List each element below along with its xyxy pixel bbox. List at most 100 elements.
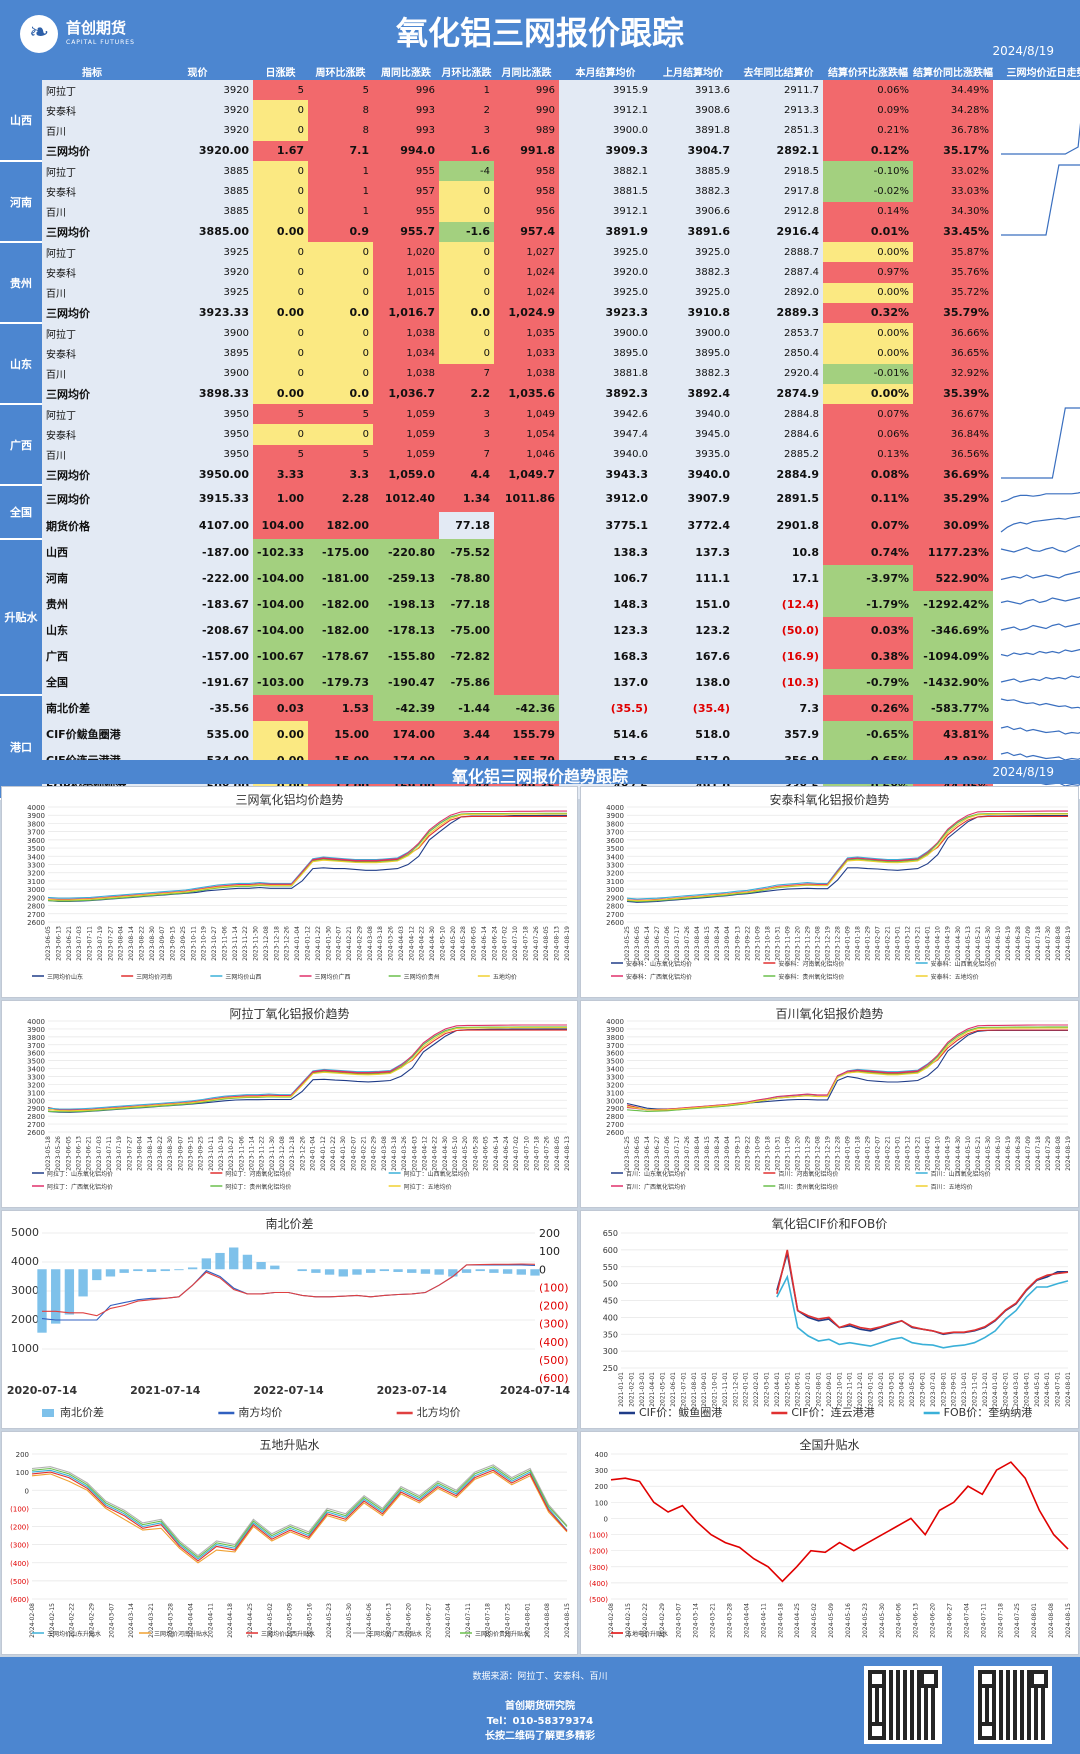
x-tick-label: 2024-04-01 (925, 1136, 932, 1171)
x-tick-label: 2024-06-06 (896, 1603, 903, 1638)
legend-label: 百川：广西氧化铝均价 (626, 1183, 686, 1191)
chart-panel-north-south-spread: 南北价差 1000 2000 3000 4000 5000 200 100 0 (100) (200… (1, 1210, 578, 1429)
series-line (42, 1263, 536, 1317)
y-tick-label: 3100 (27, 1089, 45, 1097)
chart-title: 阿拉丁氧化铝报价趋势 (229, 1007, 350, 1021)
data-cell: 0.38% (823, 643, 913, 669)
series-line (626, 1029, 1068, 1111)
y-tick-label: 3800 (27, 820, 45, 828)
data-cell: 148.3 (559, 591, 652, 617)
data-cell: 3895.0 (652, 343, 734, 364)
data-cell: 0.07% (823, 404, 913, 425)
data-cell: 3950 (142, 424, 253, 445)
data-cell: 2.2 (439, 383, 494, 404)
sparkline-cell (993, 565, 1080, 591)
data-cell: 0 (253, 120, 308, 141)
x-tick-label: 2023-07-11 (106, 1136, 113, 1171)
row-label: 三网均价 (42, 464, 142, 485)
data-cell: 3925.0 (652, 242, 734, 263)
x-tick-label: 2024-06-01 (1044, 1372, 1051, 1407)
telephone: Tel：010-58379374 (486, 1716, 594, 1727)
x-tick-label: 2024-08-08 (1055, 926, 1062, 961)
data-cell: 2901.8 (734, 512, 823, 539)
sparkline-cell (993, 242, 1080, 323)
data-cell: 151.0 (652, 591, 734, 617)
sparkline-cell (993, 643, 1080, 669)
data-cell: 36.84% (913, 424, 993, 445)
x-tick-label: 2024-04-01 (1023, 1372, 1030, 1407)
header-cell: 周环比涨跌 (308, 63, 373, 80)
y-tick-label: (500) (589, 1596, 608, 1604)
bar (366, 1269, 376, 1273)
data-cell: 34.30% (913, 201, 993, 222)
y-tick-label: 100 (595, 1499, 608, 1507)
data-cell: 138.0 (652, 669, 734, 695)
x-tick-label: 2023-01-01 (867, 1372, 874, 1407)
x-tick-label: 2023-11-30 (269, 1136, 276, 1171)
x-tick-label: 2024-04-04 (188, 1603, 195, 1638)
x-tick-label: 2023-08-24 (714, 1136, 721, 1171)
sparkline-cell (993, 721, 1080, 747)
row-label: 百川 (42, 282, 142, 303)
legend-label: 安泰科：山西氧化铝均价 (931, 960, 997, 968)
x-tick-label: 2024-02-22 (69, 1603, 76, 1638)
x-tick-label: 2023-02-01 (878, 1372, 885, 1407)
data-cell: 535.00 (142, 721, 253, 747)
x-tick-label: 2023-09-15 (187, 1136, 194, 1171)
logo: ❧ 首创期货 CAPITAL FUTURES (14, 13, 174, 57)
data-cell: 0.12% (823, 140, 913, 161)
y-tick-label: 3700 (606, 829, 624, 837)
data-cell: 4.4 (439, 464, 494, 485)
data-cell: 0 (439, 242, 494, 263)
chart-panel-baichuan: 百川氧化铝报价趋势 2600 2700 2800 2900 3000 3100 3200 330… (580, 1000, 1079, 1208)
data-cell: -1.6 (439, 221, 494, 242)
x-tick-label: 2024-05-30 (985, 1136, 992, 1171)
x-tick-label: 2023-09-25 (198, 1136, 205, 1171)
data-cell: 1012.40 (373, 485, 439, 512)
row-label: 广西 (42, 643, 142, 669)
trend-section-header: 氧化铝三网报价趋势跟踪 2024/8/19 (0, 760, 1080, 786)
sparkline (1000, 570, 1080, 581)
x-tick-label: 2023-09-01 (951, 1372, 958, 1407)
data-cell: 30.09% (913, 512, 993, 539)
data-cell: 2851.3 (734, 120, 823, 141)
row-label: 安泰科 (42, 262, 142, 283)
data-cell: 958 (494, 181, 559, 202)
sparkline (1000, 622, 1080, 631)
data-cell: 0.00 (253, 383, 308, 404)
x-tick-label: 2024-08-15 (1065, 1603, 1072, 1638)
data-cell: 2920.4 (734, 363, 823, 384)
data-cell: 0.00% (823, 282, 913, 303)
y-tick-label: 250 (603, 1364, 618, 1373)
x-tick-label: 2024-06-10 (995, 1136, 1002, 1171)
chart-panel-three-network-avg: 三网氧化铝均价趋势 2600 2700 2800 2900 3000 3100 3200 330… (1, 786, 578, 998)
group-label: 山西 (0, 80, 42, 162)
data-cell: 3950 (142, 404, 253, 425)
data-cell: 35.79% (913, 302, 993, 323)
data-cell: 10.8 (734, 539, 823, 565)
qr-code-icon[interactable] (974, 1666, 1052, 1744)
header-cell: 上月结算均价 (652, 63, 734, 80)
data-cell: -181.00 (308, 565, 373, 591)
chart-title: 安泰科氧化铝报价趋势 (769, 793, 890, 807)
data-cell: 3885 (142, 181, 253, 202)
data-cell: 522.90% (913, 565, 993, 591)
x-tick-label: 2024-05-30 (985, 926, 992, 961)
x-tick-label: 2024-08-08 (1048, 1603, 1055, 1638)
data-cell: 1,038 (373, 363, 439, 384)
bar (352, 1269, 362, 1275)
x-tick-label: 2023-06-14 (644, 926, 651, 961)
qr-code-icon[interactable] (864, 1666, 942, 1744)
y-tick-label: 4000 (27, 1018, 45, 1026)
group-label: 全国 (0, 485, 42, 540)
x-tick-label: 2024-01-30 (325, 926, 332, 961)
row-label: 百川 (42, 444, 142, 465)
y-tick-label: 1000 (11, 1342, 39, 1355)
x-tick-label: 2023-10-19 (201, 926, 208, 961)
data-cell: 17.1 (734, 565, 823, 591)
x-tick-label: 2023-08-01 (940, 1372, 947, 1407)
x-tick-label: 2024-07-18 (997, 1603, 1004, 1638)
x-tick-label: 2023-06-13 (76, 1136, 83, 1171)
x-tick-label: 2023-05-25 (624, 926, 631, 961)
bar (297, 1269, 307, 1272)
